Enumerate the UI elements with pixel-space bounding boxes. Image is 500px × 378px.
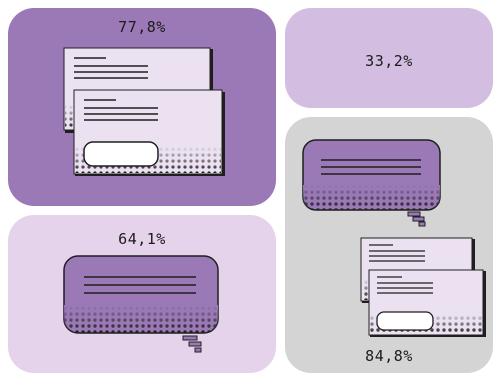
tile-33-2: 33,2% xyxy=(285,8,493,108)
percentage-label: 64,1% xyxy=(118,230,166,248)
percentage-label: 84,8% xyxy=(365,347,413,365)
speech-bubble-and-cards-icon xyxy=(302,139,486,337)
percentage-label: 33,2% xyxy=(365,52,413,70)
speech-bubble-icon xyxy=(63,255,219,353)
stacked-cards-icon xyxy=(63,47,225,176)
tile-84-8: 84,8% xyxy=(285,117,493,373)
tile-64-1: 64,1% xyxy=(8,215,276,373)
percentage-label: 77,8% xyxy=(118,18,166,36)
tile-77-8: 77,8% xyxy=(8,8,276,206)
